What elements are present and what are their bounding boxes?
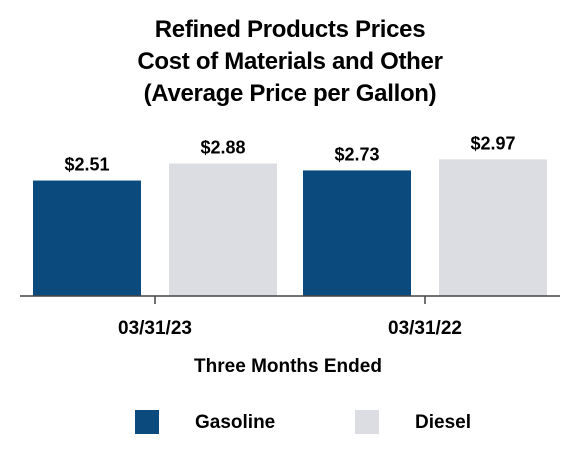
bar-diesel-1 [439, 159, 547, 296]
bars-group [33, 159, 547, 296]
legend-label-diesel: Diesel [415, 412, 471, 433]
chart-title-line-1: Refined Products Prices [154, 16, 426, 43]
value-label-diesel-0: $2.88 [200, 138, 245, 158]
chart-title-line-2: Cost of Materials and Other [137, 48, 443, 75]
chart-title-line-3: (Average Price per Gallon) [143, 80, 437, 107]
value-label-gasoline-1: $2.73 [334, 144, 379, 164]
chart-title: Refined Products Prices Cost of Material… [0, 14, 580, 110]
legend-label-gasoline: Gasoline [195, 412, 276, 433]
bar-gasoline-1 [303, 170, 411, 296]
value-label-gasoline-0: $2.51 [64, 155, 109, 175]
bar-chart: $2.51 $2.88 $2.73 $2.97 03/31/23 03/31/22 Th… [20, 133, 560, 377]
x-tick-label-0: 03/31/23 [118, 318, 192, 339]
legend-swatch-gasoline [135, 410, 159, 434]
legend-swatch-diesel [355, 410, 379, 434]
x-ticks-group: 03/31/23 03/31/22 [118, 296, 462, 339]
legend: Gasoline Diesel [0, 410, 580, 440]
bar-diesel-0 [169, 163, 277, 296]
value-labels-group: $2.51 $2.88 $2.73 $2.97 [64, 133, 515, 174]
x-axis-title: Three Months Ended [194, 356, 382, 377]
bar-gasoline-0 [33, 180, 141, 296]
value-label-diesel-1: $2.97 [470, 133, 515, 153]
x-tick-label-1: 03/31/22 [388, 318, 462, 339]
